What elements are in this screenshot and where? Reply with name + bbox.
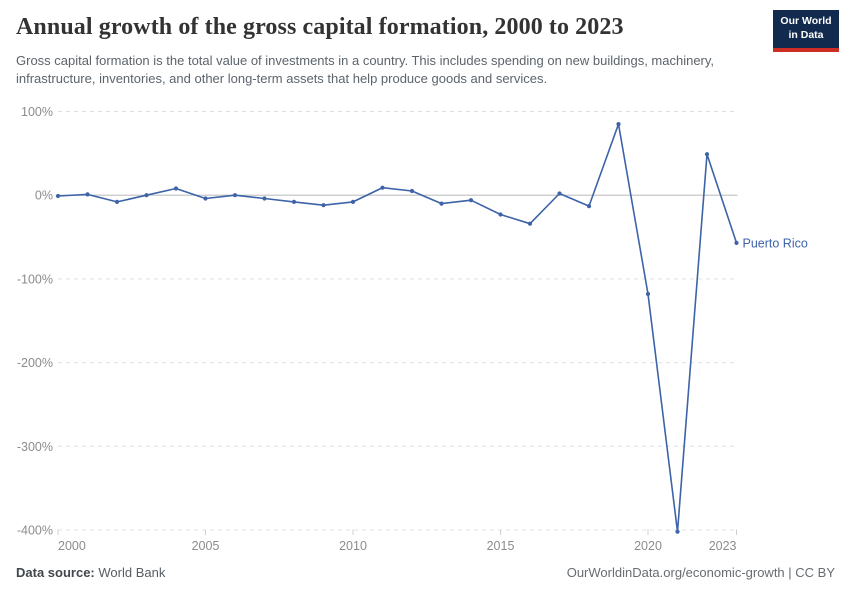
data-point[interactable] (468, 198, 474, 203)
series-label[interactable]: Puerto Rico (743, 236, 808, 250)
data-point[interactable] (645, 291, 651, 297)
data-point[interactable] (586, 204, 592, 209)
owid-logo-line1: Our World (780, 15, 832, 28)
y-axis-tick-label: 0% (35, 189, 53, 203)
data-point[interactable] (350, 199, 356, 204)
data-point[interactable] (85, 192, 90, 197)
footer: Data source: World Bank OurWorldinData.o… (16, 565, 835, 580)
x-axis-tick-label: 2020 (634, 539, 662, 553)
x-axis-tick-label: 2015 (487, 539, 515, 553)
y-axis-tick-label: 100% (21, 105, 53, 119)
owid-logo-line2: in Data (788, 29, 824, 41)
data-point[interactable] (498, 212, 503, 217)
series-line-puerto-rico[interactable] (57, 123, 738, 533)
data-point[interactable] (262, 196, 267, 201)
y-axis-tick-label: -100% (17, 272, 53, 286)
data-source: Data source: World Bank (16, 565, 165, 580)
y-axis-tick-label: -200% (17, 356, 53, 370)
data-point[interactable] (203, 196, 208, 201)
chart-title: Annual growth of the gross capital forma… (16, 14, 624, 40)
line-chart[interactable]: 100% 0% -100% -200% -300% -400% 2000 2005 2010 20… (0, 0, 850, 560)
data-point[interactable] (232, 193, 238, 198)
x-axis-tick-label: 2023 (709, 539, 737, 553)
x-axis-tick-label: 2005 (192, 539, 220, 553)
data-point[interactable] (439, 201, 444, 206)
data-source-value: World Bank (98, 565, 166, 580)
data-point[interactable] (144, 193, 149, 198)
data-point[interactable] (321, 203, 326, 208)
data-source-label: Data source: (16, 565, 95, 580)
y-axis-tick-label: -400% (17, 524, 53, 538)
data-point[interactable] (704, 152, 710, 157)
data-point[interactable] (291, 199, 297, 204)
chart-subtitle: Gross capital formation is the total val… (16, 53, 715, 87)
data-point[interactable] (380, 185, 385, 190)
owid-logo[interactable]: Our World in Data (773, 10, 839, 52)
attribution-link[interactable]: OurWorldinData.org/economic-growth | CC … (566, 565, 835, 580)
data-point[interactable] (734, 240, 739, 245)
data-point[interactable] (173, 186, 179, 191)
x-axis-tick-label: 2010 (339, 539, 367, 553)
data-point[interactable] (527, 221, 533, 226)
data-point[interactable] (675, 529, 680, 534)
data-point[interactable] (55, 193, 61, 199)
data-point[interactable] (114, 199, 120, 204)
data-point[interactable] (409, 188, 415, 194)
data-point[interactable] (616, 122, 621, 127)
x-axis-tick-label: 2000 (58, 539, 86, 553)
y-axis-tick-label: -300% (17, 440, 53, 454)
data-point[interactable] (557, 191, 562, 196)
